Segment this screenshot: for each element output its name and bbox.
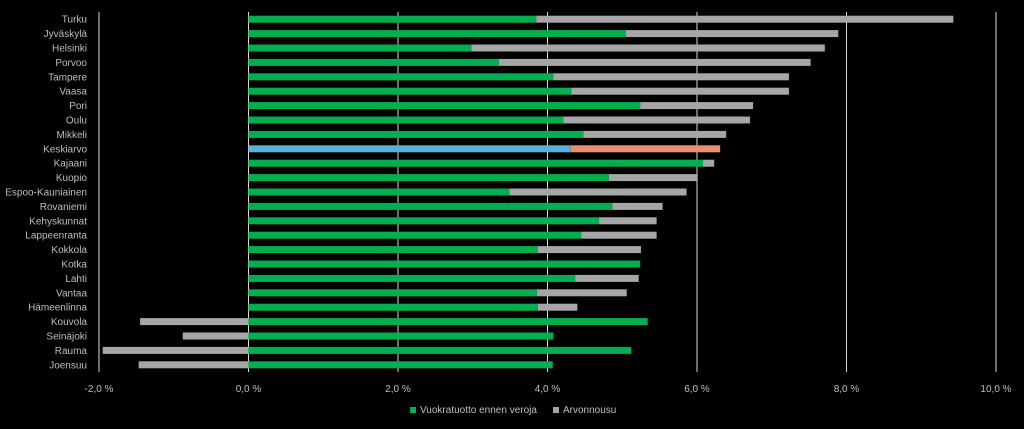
bar-rental-yield (248, 102, 641, 110)
category-label: Mikkeli (56, 130, 87, 141)
category-label: Lahti (65, 274, 87, 285)
bar-value-growth (625, 30, 839, 38)
category-label: Espoo-Kauniainen (5, 188, 87, 199)
bar-value-growth (583, 130, 727, 138)
bar-rental-yield (248, 188, 510, 196)
category-label: Helsinki (52, 44, 87, 55)
legend: Vuokratuotto ennen veroja Arvonnousu (410, 405, 616, 416)
bar-rental-yield (248, 332, 554, 340)
bar-value-growth (702, 159, 715, 167)
category-label: Oulu (66, 116, 87, 127)
x-tick-label: 8,0 % (834, 384, 860, 395)
bar-value-growth (599, 217, 657, 225)
bars-group (102, 15, 954, 369)
bar-rental-yield (248, 30, 626, 38)
bar-value-growth (537, 246, 641, 254)
bar-value-growth (553, 73, 789, 81)
category-label: Hämeenlinna (28, 303, 87, 314)
bar-rental-yield (248, 260, 641, 268)
category-label: Kokkola (51, 245, 87, 256)
bar-rental-yield (248, 346, 632, 354)
category-label: Joensuu (49, 360, 87, 371)
x-tick-label: 0,0 % (236, 384, 262, 395)
bar-rental-yield (248, 289, 538, 297)
bar-rental-yield (248, 274, 576, 282)
x-tick-label: -2,0 % (85, 384, 114, 395)
bar-rental-yield (248, 73, 554, 81)
bar-rental-yield (248, 174, 609, 182)
bar-rental-yield (248, 159, 703, 167)
bar-value-growth (571, 87, 789, 95)
category-label: Kehyskunnat (29, 216, 87, 227)
category-label: Turku (62, 15, 87, 26)
category-label: Rauma (55, 346, 88, 357)
bar-rental-yield (248, 116, 564, 124)
bar-value-growth (509, 188, 687, 196)
bar-rental-yield (248, 202, 613, 210)
bar-value-growth (138, 361, 249, 369)
bar-value-growth (182, 332, 249, 340)
category-label: Kajaani (54, 159, 87, 170)
category-label: Porvoo (55, 58, 87, 69)
category-label: Lappeenranta (25, 231, 87, 242)
bar-rental-yield (248, 44, 472, 52)
category-label: Pori (69, 101, 87, 112)
bar-rental-yield (248, 130, 584, 138)
legend-label-rental-yield: Vuokratuotto ennen veroja (420, 405, 537, 416)
category-label: Kuopio (56, 173, 88, 184)
category-label: Kouvola (51, 317, 88, 328)
legend-swatch-value-growth (553, 407, 559, 413)
bar-value-growth (640, 102, 754, 110)
bar-value-growth (537, 289, 627, 297)
bar-rental-yield (248, 303, 538, 311)
legend-label-value-growth: Arvonnousu (563, 405, 616, 416)
bar-value-growth (102, 346, 249, 354)
bar-value-growth (537, 303, 578, 311)
category-label: Tampere (48, 72, 87, 83)
x-tick-label: 10,0 % (980, 384, 1011, 395)
bar-rental-yield (248, 246, 538, 254)
legend-swatch-rental-yield (410, 407, 416, 413)
x-tick-label: 2,0 % (385, 384, 411, 395)
category-label: Rovaniemi (40, 202, 87, 213)
bar-rental-yield (248, 145, 571, 153)
category-label: Jyväskylä (44, 29, 88, 40)
bar-rental-yield (248, 15, 537, 23)
category-label: Seinäjoki (46, 332, 87, 343)
bar-value-growth (536, 15, 954, 23)
x-tick-label: 6,0 % (684, 384, 710, 395)
category-label: Vantaa (56, 288, 87, 299)
bar-value-growth (608, 174, 698, 182)
x-tick-label: 4,0 % (535, 384, 561, 395)
bar-rental-yield (248, 231, 582, 239)
bar-value-growth (471, 44, 825, 52)
bar-rental-yield (248, 58, 499, 66)
category-label: Kotka (61, 260, 87, 271)
x-axis-tick-labels: -2,0 % 0,0 % 2,0 % 4,0 % 6,0 % 8,0 % 10,0 % (85, 384, 1012, 395)
bar-value-growth (570, 145, 721, 153)
bar-value-growth (140, 318, 249, 326)
bar-rental-yield (248, 361, 553, 369)
category-label: Vaasa (59, 87, 87, 98)
bar-rental-yield (248, 217, 600, 225)
bar-value-growth (563, 116, 751, 124)
bar-rental-yield (248, 318, 648, 326)
category-label: Keskiarvo (43, 144, 87, 155)
bar-value-growth (498, 58, 811, 66)
bar-rental-yield (248, 87, 572, 95)
category-labels: Turku Jyväskylä Helsinki Porvoo Tampere Vaasa… (5, 15, 87, 372)
bar-value-growth (575, 274, 639, 282)
bar-value-growth (581, 231, 657, 239)
bar-value-growth (612, 202, 663, 210)
